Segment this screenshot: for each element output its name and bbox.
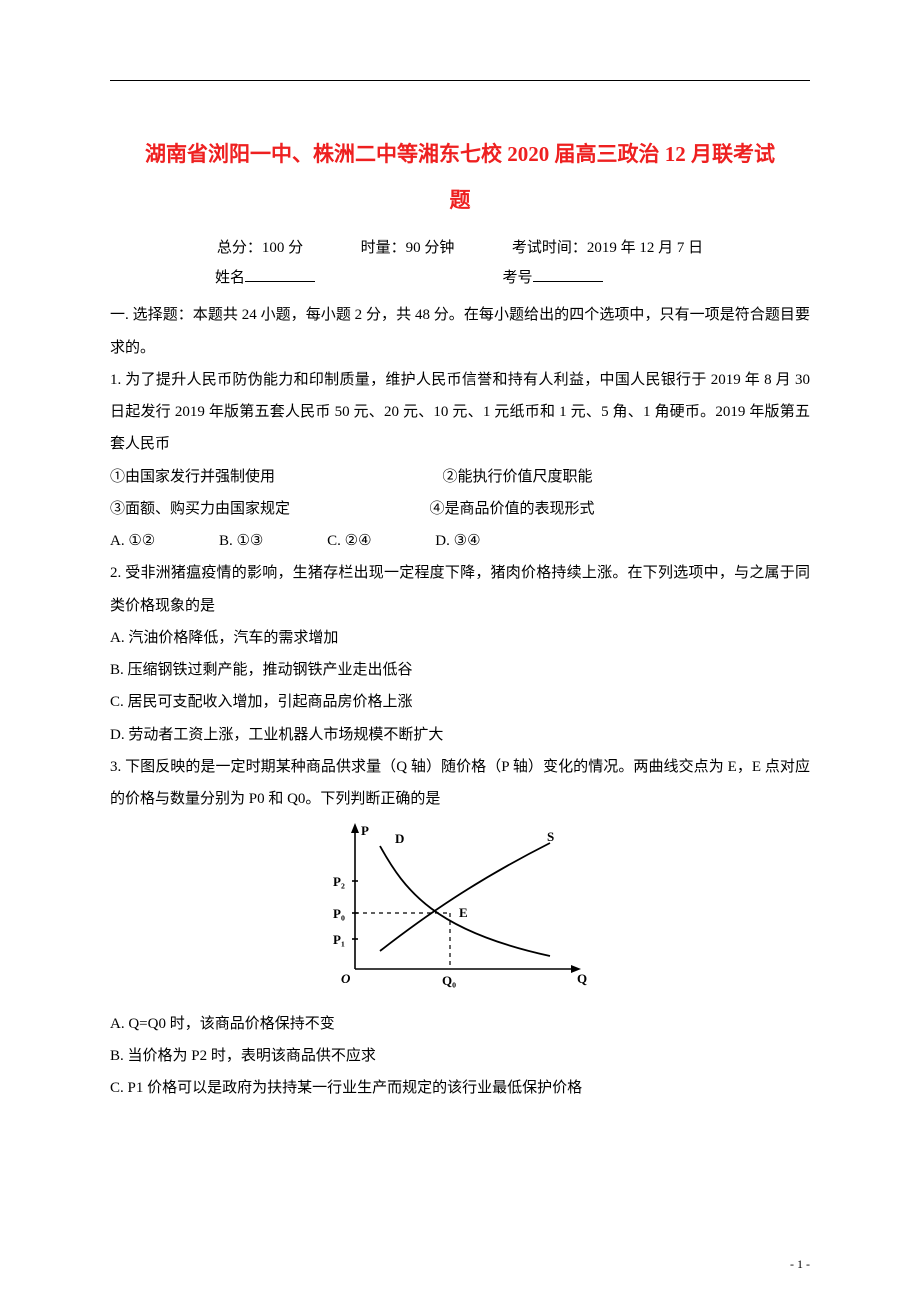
curve-label-s: S <box>547 829 554 844</box>
name-label: 姓名 <box>215 270 245 286</box>
tick-label-q0: Q₀ <box>442 973 456 988</box>
q1-s3: ③面额、购买力由国家规定 <box>110 493 290 525</box>
tick-label-p0: P₀ <box>333 906 345 921</box>
q1-opt-a: A. ①② <box>110 525 155 557</box>
q1-statements-row2: ③面额、购买力由国家规定 ④是商品价值的表现形式 <box>110 493 810 525</box>
exam-page: 湖南省浏阳一中、株洲二中等湘东七校 2020 届高三政治 12 月联考试 题 总… <box>0 0 920 1302</box>
q2-opt-a: A. 汽油价格降低，汽车的需求增加 <box>110 622 810 654</box>
q3-figure: P D S P₂ P₀ P₁ E O Q₀ Q <box>110 821 810 1003</box>
axis-label-p: P <box>361 823 369 838</box>
supply-curve <box>380 843 550 951</box>
q1-s4: ④是商品价值的表现形式 <box>430 493 595 525</box>
duration-label: 时量：90 分钟 <box>361 240 455 256</box>
meta-row-1: 总分：100 分 时量：90 分钟 考试时间：2019 年 12 月 7 日 <box>110 233 810 263</box>
q1-statements-row1: ①由国家发行并强制使用 ②能执行价值尺度职能 <box>110 461 810 493</box>
q2-opt-c: C. 居民可支配收入增加，引起商品房价格上涨 <box>110 686 810 718</box>
exam-title: 湖南省浏阳一中、株洲二中等湘东七校 2020 届高三政治 12 月联考试 题 <box>110 131 810 223</box>
top-rule <box>110 80 810 81</box>
q1-s2: ②能执行价值尺度职能 <box>443 461 593 493</box>
y-axis-arrow <box>351 823 359 833</box>
q2-opt-d: D. 劳动者工资上涨，工业机器人市场规模不断扩大 <box>110 719 810 751</box>
q1-options: A. ①② B. ①③ C. ②④ D. ③④ <box>110 525 810 557</box>
title-line-1: 湖南省浏阳一中、株洲二中等湘东七校 2020 届高三政治 12 月联考试 <box>145 142 775 166</box>
q2-stem: 2. 受非洲猪瘟疫情的影响，生猪存栏出现一定程度下降，猪肉价格持续上涨。在下列选… <box>110 557 810 622</box>
exam-time-label: 考试时间：2019 年 12 月 7 日 <box>512 240 703 256</box>
origin-label: O <box>341 971 351 986</box>
page-number: - 1 - <box>790 1257 810 1272</box>
point-label-e: E <box>459 905 468 920</box>
tick-label-p2: P₂ <box>333 874 345 889</box>
question-2: 2. 受非洲猪瘟疫情的影响，生猪存栏出现一定程度下降，猪肉价格持续上涨。在下列选… <box>110 557 810 751</box>
name-blank <box>245 266 315 282</box>
title-line-2: 题 <box>450 188 471 212</box>
question-3: 3. 下图反映的是一定时期某种商品供求量（Q 轴）随价格（P 轴）变化的情况。两… <box>110 751 810 1105</box>
q3-opt-c: C. P1 价格可以是政府为扶持某一行业生产而规定的该行业最低保护价格 <box>110 1072 810 1104</box>
meta-row-2: 姓名 考号 <box>110 263 810 293</box>
question-1: 1. 为了提升人民币防伪能力和印制质量，维护人民币信誉和持有人利益，中国人民银行… <box>110 364 810 558</box>
id-label: 考号 <box>503 270 533 286</box>
axis-label-q: Q <box>577 971 587 986</box>
id-blank <box>533 266 603 282</box>
q1-opt-c: C. ②④ <box>327 525 371 557</box>
q1-stem: 1. 为了提升人民币防伪能力和印制质量，维护人民币信誉和持有人利益，中国人民银行… <box>110 364 810 461</box>
q2-opt-b: B. 压缩钢铁过剩产能，推动钢铁产业走出低谷 <box>110 654 810 686</box>
tick-label-p1: P₁ <box>333 932 345 947</box>
q1-s1: ①由国家发行并强制使用 <box>110 461 275 493</box>
q3-opt-b: B. 当价格为 P2 时，表明该商品供不应求 <box>110 1040 810 1072</box>
q3-stem: 3. 下图反映的是一定时期某种商品供求量（Q 轴）随价格（P 轴）变化的情况。两… <box>110 751 810 816</box>
score-label: 总分：100 分 <box>217 240 303 256</box>
supply-demand-chart: P D S P₂ P₀ P₁ E O Q₀ Q <box>325 821 595 991</box>
q1-opt-d: D. ③④ <box>435 525 480 557</box>
curve-label-d: D <box>395 831 404 846</box>
q1-opt-b: B. ①③ <box>219 525 263 557</box>
q3-opt-a: A. Q=Q0 时，该商品价格保持不变 <box>110 1008 810 1040</box>
demand-curve <box>380 846 550 956</box>
section-1-instruction: 一. 选择题：本题共 24 小题，每小题 2 分，共 48 分。在每小题给出的四… <box>110 299 810 364</box>
